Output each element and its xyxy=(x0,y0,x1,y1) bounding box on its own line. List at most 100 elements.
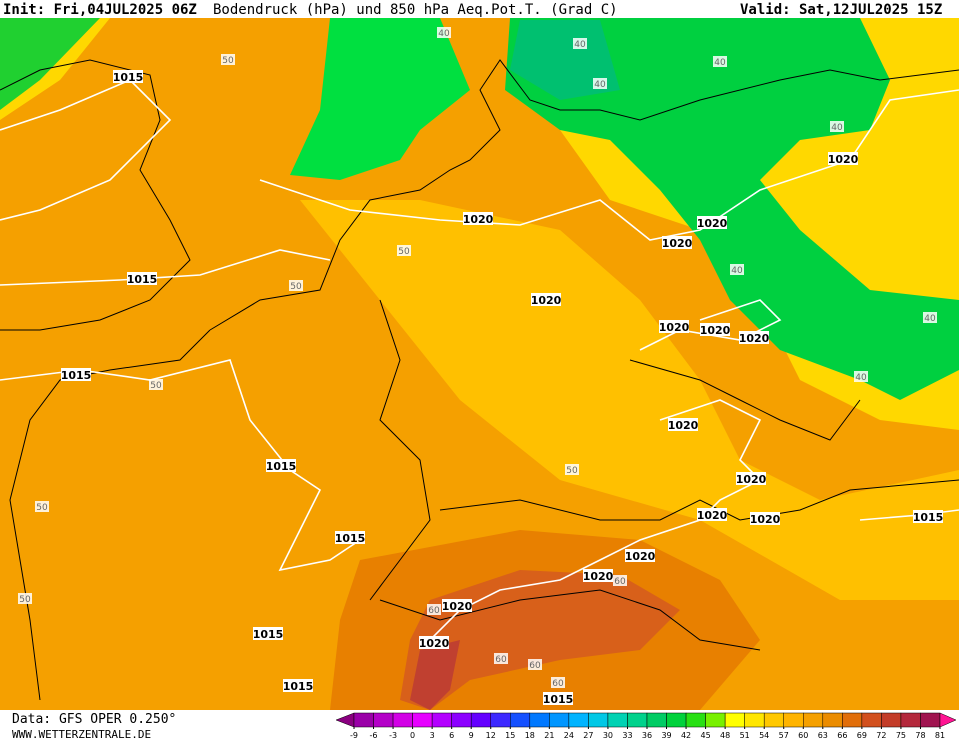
isobar-label: 1020 xyxy=(625,550,656,563)
theta-label: 50 xyxy=(398,247,410,257)
colorbar-label: 6 xyxy=(449,731,454,740)
isobar-label-box xyxy=(463,212,493,225)
colorbar-swatch xyxy=(705,712,726,728)
isobar-label-box xyxy=(531,293,561,306)
colorbar-swatch xyxy=(431,712,452,728)
field-green-nw xyxy=(0,18,100,110)
colorbar-swatch xyxy=(842,712,863,728)
isobar-label-box xyxy=(913,510,943,523)
colorbar-label: 42 xyxy=(681,731,691,740)
theta-label-box xyxy=(528,659,542,670)
colorbar-swatch xyxy=(666,712,687,728)
coast-uk xyxy=(0,59,191,331)
theta-label: 50 xyxy=(222,56,234,66)
colorbar-swatch xyxy=(763,712,784,728)
colorbar-swatch xyxy=(490,712,511,728)
isobar xyxy=(259,89,959,241)
colorbar-label: -6 xyxy=(370,731,378,740)
theta-label: 40 xyxy=(574,40,586,50)
theta-label-box xyxy=(18,593,32,604)
isobar-label: 1020 xyxy=(442,600,473,613)
theta-label: 40 xyxy=(438,29,450,39)
colorbar-swatch xyxy=(607,712,628,728)
colorbar-label: 30 xyxy=(603,731,613,740)
colorbar-swatch xyxy=(353,712,374,728)
field-green-n xyxy=(290,18,470,180)
colorbar-swatch xyxy=(685,712,706,728)
theta-label: 40 xyxy=(924,314,936,324)
theta-label-box xyxy=(221,54,235,65)
theta-label: 40 xyxy=(594,80,606,90)
colorbar-swatch xyxy=(373,712,394,728)
colorbar-swatch xyxy=(588,712,609,728)
colorbar-label: 51 xyxy=(740,731,750,740)
isobar-label: 1020 xyxy=(697,217,728,230)
isobar-label-box xyxy=(739,331,769,344)
theta-label: 60 xyxy=(495,655,507,665)
theta-label: 40 xyxy=(855,373,867,383)
isobar-label: 1015 xyxy=(543,693,574,706)
data-source: Data: GFS OPER 0.250° xyxy=(12,712,176,727)
colorbar-label: -3 xyxy=(389,731,397,740)
theta-label-box xyxy=(35,501,49,512)
colorbar-swatch xyxy=(724,712,745,728)
colorbar-swatch xyxy=(920,712,941,728)
colorbar-label: 54 xyxy=(759,731,769,740)
isobar-label: 1020 xyxy=(531,294,562,307)
colorbar-swatch xyxy=(470,712,491,728)
colorbar-label: 75 xyxy=(896,731,906,740)
theta-label-box xyxy=(437,27,451,38)
colorbar-swatch xyxy=(861,712,882,728)
theta-label: 60 xyxy=(428,606,440,616)
isobar-label-box xyxy=(253,627,283,640)
colorbar-swatch xyxy=(881,712,902,728)
colorbar-swatch xyxy=(392,712,413,728)
colorbar-swatch xyxy=(900,712,921,728)
theta-label-box xyxy=(149,379,163,390)
colorbar-label: 60 xyxy=(798,731,808,740)
theta-label-box xyxy=(830,121,844,132)
isobar-label-box xyxy=(543,692,573,705)
isobar-label: 1020 xyxy=(668,419,699,432)
isobar-label-box xyxy=(697,216,727,229)
colorbar-swatch xyxy=(744,712,765,728)
colorbar-label: 48 xyxy=(720,731,730,740)
isobar-label: 1015 xyxy=(283,680,314,693)
colorbar-label: 9 xyxy=(469,731,474,740)
isobar-label: 1020 xyxy=(736,473,767,486)
colorbar-label: 45 xyxy=(701,731,711,740)
contour-labels: 1015 1015 1015 1015 1015 1015 1015 1015 1015 1020… xyxy=(18,27,943,706)
field-darkred xyxy=(410,640,460,710)
theta-label-box xyxy=(397,245,411,256)
header-bar xyxy=(0,0,959,18)
isobar-label: 1020 xyxy=(697,509,728,522)
border-alps-n xyxy=(439,479,959,521)
colorbar: -9 -6 -3 0 3 6 9 12 15 18 21 24 27 30 33 36 39 42 45 48 51 54… xyxy=(335,712,957,740)
colorbar-swatch xyxy=(412,712,433,728)
theta-label: 50 xyxy=(290,282,302,292)
colorbar-label: 21 xyxy=(544,731,554,740)
colorbar-label: 3 xyxy=(430,731,435,740)
isobar-label: 1015 xyxy=(266,460,297,473)
isobar-label: 1020 xyxy=(739,332,770,345)
theta-label-box xyxy=(494,653,508,664)
theta-label-box xyxy=(613,575,627,586)
colorbar-label: 36 xyxy=(642,731,652,740)
isobar-label-box xyxy=(668,418,698,431)
isobar-label-box xyxy=(113,70,143,83)
colorbar-label: 15 xyxy=(505,731,515,740)
isobar-label-box xyxy=(442,599,472,612)
isobar xyxy=(639,299,782,351)
theta-label-box xyxy=(565,464,579,475)
colorbar-label: 27 xyxy=(583,731,593,740)
field-light-orange xyxy=(300,200,959,600)
isobar-label: 1015 xyxy=(61,369,92,382)
valid-time: Valid: Sat,12JUL2025 15Z xyxy=(740,2,942,18)
isobar-label: 1020 xyxy=(583,570,614,583)
colorbar-label: 72 xyxy=(876,731,886,740)
isobar-label-box xyxy=(127,272,157,285)
colorbar-label: 0 xyxy=(410,731,415,740)
isobar-label: 1015 xyxy=(253,628,284,641)
colorbar-label: 81 xyxy=(935,731,945,740)
